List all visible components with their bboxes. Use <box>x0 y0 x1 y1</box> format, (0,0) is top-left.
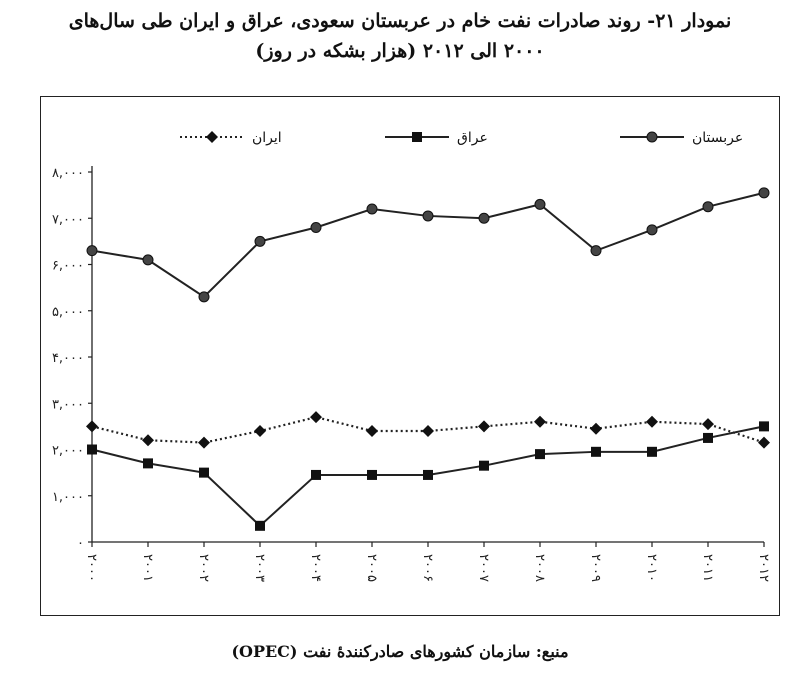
data-point-iran <box>86 420 98 433</box>
chart-frame <box>40 96 780 616</box>
data-point-saudi <box>86 245 98 257</box>
y-tick-label: ۵,۰۰۰ <box>52 305 84 320</box>
data-point-iran <box>758 436 770 449</box>
data-point-saudi <box>366 203 378 215</box>
data-point-iraq <box>143 458 153 469</box>
y-tick-label: ۷,۰۰۰ <box>52 212 84 227</box>
data-point-iran <box>534 415 546 428</box>
data-point-iraq <box>535 449 545 460</box>
x-tick-label: ۲۰۱۲ <box>756 554 771 582</box>
x-tick-label: ۲۰۰۴ <box>308 554 323 582</box>
data-point-iraq <box>255 520 265 531</box>
x-tick-label: ۲۰۰۲ <box>196 554 211 582</box>
data-point-iran <box>646 415 658 428</box>
data-point-saudi <box>758 187 770 199</box>
data-point-iraq <box>423 469 433 480</box>
data-point-saudi <box>478 212 490 224</box>
data-point-iran <box>590 422 602 435</box>
legend-label-saudi: عربستان <box>692 130 743 146</box>
data-point-saudi <box>310 222 322 233</box>
series-iran <box>86 411 770 449</box>
data-point-iraq <box>591 446 601 457</box>
x-tick-label: ۲۰۰۳ <box>252 554 267 582</box>
x-tick-label: ۲۰۰۶ <box>420 554 435 582</box>
data-point-saudi <box>534 198 546 210</box>
chart-title-line-1: نمودار ۲۱- روند صادرات نفت خام در عربستا… <box>68 10 732 32</box>
data-point-saudi <box>646 224 658 236</box>
y-tick-label: ۰ <box>77 536 84 551</box>
y-tick-label: ۸,۰۰۰ <box>52 166 84 181</box>
data-point-iran <box>366 425 378 437</box>
legend-marker-iraq <box>412 132 422 142</box>
x-tick-label: ۲۰۰۵ <box>364 554 379 582</box>
data-point-iraq <box>367 469 377 480</box>
data-point-iran <box>142 434 154 447</box>
x-tick-label: ۲۰۰۱ <box>140 554 155 582</box>
data-point-saudi <box>142 254 154 266</box>
series-saudi <box>86 187 770 303</box>
data-point-iran <box>310 411 322 424</box>
x-tick-label: ۲۰۱۰ <box>644 554 659 582</box>
data-point-saudi <box>422 210 434 222</box>
legend-marker-saudi <box>646 131 658 143</box>
data-point-iraq <box>199 467 209 478</box>
data-point-saudi <box>702 201 714 213</box>
chart-title: نمودار ۲۱- روند صادرات نفت خام در عربستا… <box>40 6 760 66</box>
y-tick-label: ۶,۰۰۰ <box>52 259 84 274</box>
source-note: منبع: سازمان کشورهای صادرکنندهٔ نفت (OPE… <box>231 642 569 661</box>
data-point-iraq <box>647 446 657 457</box>
y-tick-label: ۳,۰۰۰ <box>52 397 84 412</box>
data-point-saudi <box>254 235 266 247</box>
y-tick-label: ۲,۰۰۰ <box>52 444 84 459</box>
chart-title-line-2: ۲۰۰۰ الی ۲۰۱۲ (هزار بشکه در روز) <box>255 40 545 62</box>
data-point-iraq <box>87 444 97 455</box>
legend-item-iran: ایران <box>180 130 282 146</box>
series-line-saudi <box>91 191 765 299</box>
data-point-saudi <box>590 245 602 257</box>
y-tick-label: ۱,۰۰۰ <box>52 490 84 505</box>
data-point-iran <box>422 425 434 437</box>
legend-item-iraq: عراق <box>385 130 488 146</box>
legend-item-saudi: عربستان <box>620 130 743 146</box>
data-point-iran <box>478 420 490 433</box>
data-point-iraq <box>311 469 321 480</box>
x-tick-label: ۲۰۰۷ <box>476 554 491 582</box>
y-tick-label: ۴,۰۰۰ <box>52 351 84 366</box>
x-tick-label: ۲۰۱۱ <box>700 554 715 582</box>
data-point-iran <box>702 418 714 431</box>
legend-label-iran: ایران <box>252 130 282 146</box>
series-iraq <box>87 421 769 531</box>
data-point-saudi <box>198 291 210 303</box>
data-point-iran <box>198 436 210 449</box>
data-point-iraq <box>479 460 489 471</box>
legend-marker-iran <box>206 131 218 143</box>
legend-label-iraq: عراق <box>457 130 488 146</box>
x-tick-label: ۲۰۰۹ <box>588 554 603 582</box>
data-point-iraq <box>703 432 713 443</box>
x-tick-label: ۲۰۰۸ <box>532 554 547 582</box>
x-tick-label: ۲۰۰۰ <box>84 554 99 582</box>
data-point-iraq <box>759 421 769 432</box>
data-point-iran <box>254 425 266 437</box>
